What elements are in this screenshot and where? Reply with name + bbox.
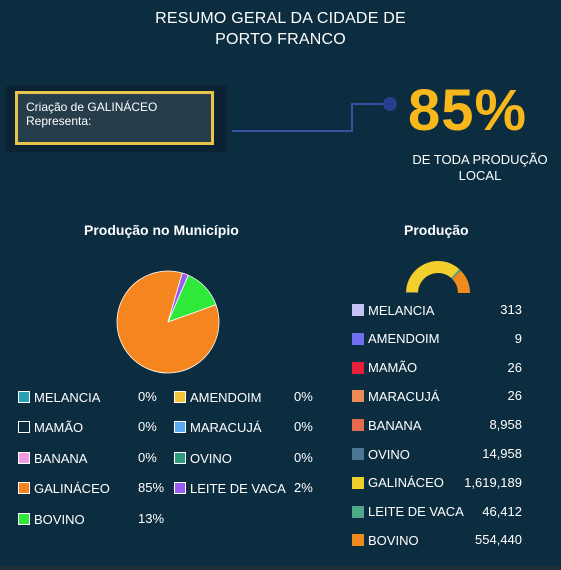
production-legend-value: 8,958 — [489, 417, 522, 433]
gauge-segment-bovino[interactable] — [452, 270, 470, 293]
pie-legend-label: MARACUJÁ — [190, 419, 262, 435]
production-legend-value: 313 — [500, 302, 522, 317]
pie-legend-value: 0% — [138, 389, 157, 404]
pie-legend-label: BOVINO — [34, 511, 85, 527]
production-legend-label: MARACUJÁ — [368, 388, 440, 404]
pie-legend-label: OVINO — [190, 450, 232, 466]
highlight-percent: 85% — [408, 78, 528, 143]
pie-legend-value: 85% — [138, 480, 165, 495]
connector-dot — [383, 97, 397, 111]
bottom-scroll-bar — [0, 566, 561, 570]
pie-legend-swatch — [18, 482, 30, 494]
production-legend-item-banana[interactable]: BANANA — [352, 417, 421, 433]
production-half-donut-chart — [406, 261, 470, 293]
pie-legend-swatch — [174, 482, 186, 494]
production-legend-value: 46,412 — [482, 503, 522, 519]
production-legend-swatch — [352, 476, 364, 489]
pie-legend-value: 0% — [138, 419, 157, 434]
production-legend-swatch — [352, 419, 364, 432]
production-legend-label: GALINÁCEO — [368, 475, 444, 491]
production-legend-label: MAMÃO — [368, 360, 418, 376]
highlight-card: Criação de GALINÁCEO Representa: — [6, 86, 227, 152]
pie-legend-swatch — [18, 391, 30, 403]
pie-legend-value: 0% — [138, 450, 157, 465]
pie-legend-label: LEITE DE VACA — [190, 480, 286, 496]
pie-legend-value: 2% — [294, 480, 313, 495]
pie-legend-item-leite-de-vaca[interactable]: LEITE DE VACA — [174, 480, 286, 496]
highlight-card-frame: Criação de GALINÁCEO Representa: — [15, 91, 214, 145]
pie-legend-swatch — [174, 452, 186, 464]
pie-legend-swatch — [18, 513, 30, 525]
production-legend-item-melancia[interactable]: MELANCIA — [352, 302, 434, 318]
pie-legend-item-amendoim[interactable]: AMENDOIM — [174, 389, 262, 405]
production-legend-swatch — [352, 534, 364, 547]
production-legend-label: AMENDOIM — [368, 331, 440, 347]
pie-legend-label: BANANA — [34, 450, 88, 466]
pie-legend-item-maracuja[interactable]: MARACUJÁ — [174, 419, 262, 435]
production-legend-label: MELANCIA — [368, 302, 435, 318]
production-legend-label: LEITE DE VACA — [368, 504, 464, 520]
gauge-segment-leite-de-vaca[interactable] — [451, 269, 461, 279]
pie-legend-item-banana[interactable]: BANANA — [18, 450, 87, 466]
title-line-1: RESUMO GERAL DA CIDADE DE — [155, 10, 406, 27]
production-legend-value: 26 — [507, 388, 522, 404]
highlight-card-line-1: Criação de GALINÁCEO — [26, 100, 158, 114]
pie-legend-swatch — [174, 421, 186, 433]
pie-legend-item-galinaceo[interactable]: GALINÁCEO — [18, 480, 110, 496]
pie-legend-value: 13% — [138, 511, 165, 526]
production-legend-item-mamao[interactable]: MAMÃO — [352, 360, 417, 376]
dashboard-title: RESUMO GERAL DA CIDADE DE PORTO FRANCO — [0, 8, 561, 50]
production-legend-value: 14,958 — [482, 446, 522, 461]
production-legend-swatch — [352, 304, 364, 316]
production-legend-label: BANANA — [368, 417, 422, 433]
pie-legend-swatch — [18, 452, 30, 464]
production-legend-swatch — [352, 505, 364, 518]
pie-legend-item-melancia[interactable]: MELANCIA — [18, 389, 100, 405]
production-legend-value: 554,440 — [475, 532, 522, 548]
gauge-segment-galinaceo[interactable] — [406, 261, 460, 293]
production-legend-value: 1,619,189 — [464, 474, 522, 490]
pie-legend-swatch — [18, 421, 30, 433]
connector-line — [232, 97, 397, 132]
production-legend-swatch — [352, 390, 364, 403]
production-legend-swatch — [352, 332, 364, 345]
pie-legend-item-bovino[interactable]: BOVINO — [18, 511, 85, 527]
pie-slice-leite-de-vaca[interactable] — [167, 272, 189, 323]
gauge-chart-title: Produção — [404, 222, 469, 238]
pie-legend-label: MAMÃO — [34, 419, 84, 435]
production-legend-item-leite-de-vaca[interactable]: LEITE DE VACA — [352, 504, 464, 520]
production-legend-item-ovino[interactable]: OVINO — [352, 446, 410, 462]
production-legend-swatch — [352, 448, 364, 460]
pie-legend-value: 0% — [294, 419, 313, 434]
production-legend-value: 9 — [514, 330, 522, 346]
production-legend-label: OVINO — [368, 446, 410, 462]
title-line-2: PORTO FRANCO — [215, 31, 346, 48]
production-legend-value: 26 — [507, 359, 522, 375]
production-legend-swatch — [352, 361, 364, 374]
pie-legend-label: GALINÁCEO — [34, 480, 110, 496]
highlight-caption-line-1: DE TODA PRODUÇÃO — [412, 152, 548, 167]
pie-legend-item-ovino[interactable]: OVINO — [174, 450, 232, 466]
pie-legend-item-mamao[interactable]: MAMÃO — [18, 419, 83, 435]
pie-legend-label: AMENDOIM — [190, 389, 262, 405]
production-legend-item-bovino[interactable]: BOVINO — [352, 532, 419, 548]
gauge-segment-ovino[interactable] — [406, 291, 419, 293]
pie-legend-value: 0% — [294, 389, 313, 404]
production-legend-item-amendoim[interactable]: AMENDOIM — [352, 331, 440, 347]
pie-legend-swatch — [174, 391, 186, 403]
production-legend-item-maracuja[interactable]: MARACUJÁ — [352, 388, 440, 404]
highlight-card-line-2: Representa: — [26, 114, 92, 128]
highlight-caption: DE TODA PRODUÇÃO LOCAL — [400, 152, 560, 184]
pie-chart-title: Produção no Município — [84, 222, 239, 238]
pie-legend-value: 0% — [294, 450, 313, 465]
production-legend-label: BOVINO — [368, 532, 419, 548]
highlight-caption-line-2: LOCAL — [458, 168, 502, 183]
production-pie-chart — [116, 270, 220, 374]
production-legend-item-galinaceo[interactable]: GALINÁCEO — [352, 475, 444, 491]
pie-legend-label: MELANCIA — [34, 389, 101, 405]
